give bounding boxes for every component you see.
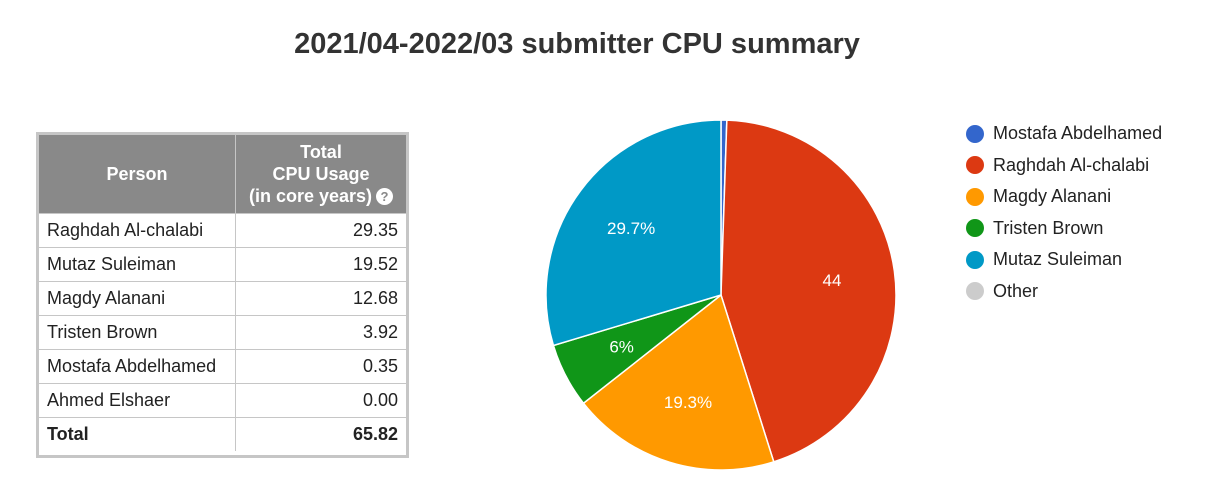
table-row: Magdy Alanani 12.68 bbox=[39, 281, 406, 316]
usage-cell: 19.52 bbox=[235, 247, 406, 282]
legend-swatch bbox=[966, 156, 984, 175]
person-cell: Magdy Alanani bbox=[39, 281, 236, 316]
legend-label: Magdy Alanani bbox=[993, 186, 1112, 207]
legend-label: Tristen Brown bbox=[993, 217, 1104, 238]
legend-swatch bbox=[966, 282, 984, 301]
chart-legend: Mostafa Abdelhamed Raghdah Al-chalabi Magd… bbox=[966, 118, 1162, 307]
table-header-row: Person Total CPU Usage (in core years)? bbox=[39, 135, 406, 214]
usage-cell: 0.35 bbox=[235, 349, 406, 384]
legend-item[interactable]: Tristen Brown bbox=[966, 213, 1162, 245]
total-value: 65.82 bbox=[235, 417, 406, 451]
legend-item[interactable]: Mutaz Suleiman bbox=[966, 244, 1162, 276]
table-row: Tristen Brown 3.92 bbox=[39, 315, 406, 350]
usage-cell: 0.00 bbox=[235, 383, 406, 418]
pie-slice-magdy-alanani[interactable] bbox=[582, 293, 775, 471]
header-cpu-line3: (in core years) bbox=[248, 186, 373, 206]
header-cpu-line1: Total bbox=[300, 142, 342, 162]
table-row: Mostafa Abdelhamed 0.35 bbox=[39, 349, 406, 384]
legend-item[interactable]: Raghdah Al-chalabi bbox=[966, 150, 1162, 182]
table-row: Mutaz Suleiman 19.52 bbox=[39, 247, 406, 282]
pie-slice-label: 29.7% bbox=[607, 219, 655, 238]
legend-label: Raghdah Al-chalabi bbox=[993, 154, 1150, 175]
chart-title: 2021/04-2022/03 submitter CPU summary bbox=[294, 28, 860, 60]
header-person[interactable]: Person bbox=[39, 135, 236, 214]
pie-slice-label: 44 bbox=[822, 271, 841, 290]
total-label: Total bbox=[39, 417, 236, 451]
legend-label: Other bbox=[993, 280, 1039, 301]
header-cpu-usage[interactable]: Total CPU Usage (in core years)? bbox=[235, 135, 406, 214]
pie-slice-label: 6% bbox=[609, 338, 634, 357]
legend-label: Mutaz Suleiman bbox=[993, 249, 1123, 270]
legend-swatch bbox=[966, 124, 984, 143]
pie-chart: 44 19.3% 6% 29.7% bbox=[545, 119, 897, 471]
legend-item[interactable]: Magdy Alanani bbox=[966, 181, 1162, 213]
usage-cell: 12.68 bbox=[235, 281, 406, 316]
header-cpu-line3-wrap: (in core years)? bbox=[236, 185, 406, 207]
table-total-row: Total 65.82 bbox=[39, 417, 406, 451]
legend-label: Mostafa Abdelhamed bbox=[993, 123, 1163, 144]
legend-swatch bbox=[966, 187, 984, 206]
person-cell: Ahmed Elshaer bbox=[39, 383, 236, 418]
person-cell: Mutaz Suleiman bbox=[39, 247, 236, 282]
legend-item[interactable]: Other bbox=[966, 276, 1162, 308]
pie-slice-mutaz-suleiman[interactable] bbox=[545, 119, 722, 347]
person-cell: Tristen Brown bbox=[39, 315, 236, 350]
usage-cell: 29.35 bbox=[235, 213, 406, 248]
help-icon[interactable]: ? bbox=[376, 188, 394, 205]
legend-swatch bbox=[966, 219, 984, 238]
table-row: Raghdah Al-chalabi 29.35 bbox=[39, 213, 406, 248]
person-cell: Raghdah Al-chalabi bbox=[39, 213, 236, 248]
header-cpu-line2: CPU Usage bbox=[272, 164, 370, 184]
pie-slice-raghdah-al-chalabi[interactable] bbox=[720, 119, 897, 463]
pie-slice-label: 19.3% bbox=[664, 393, 712, 412]
legend-item[interactable]: Mostafa Abdelhamed bbox=[966, 118, 1162, 150]
legend-swatch bbox=[966, 250, 984, 269]
person-cell: Mostafa Abdelhamed bbox=[39, 349, 236, 384]
cpu-usage-table: Person Total CPU Usage (in core years)? … bbox=[36, 132, 409, 458]
usage-cell: 3.92 bbox=[235, 315, 406, 350]
table-row: Ahmed Elshaer 0.00 bbox=[39, 383, 406, 418]
